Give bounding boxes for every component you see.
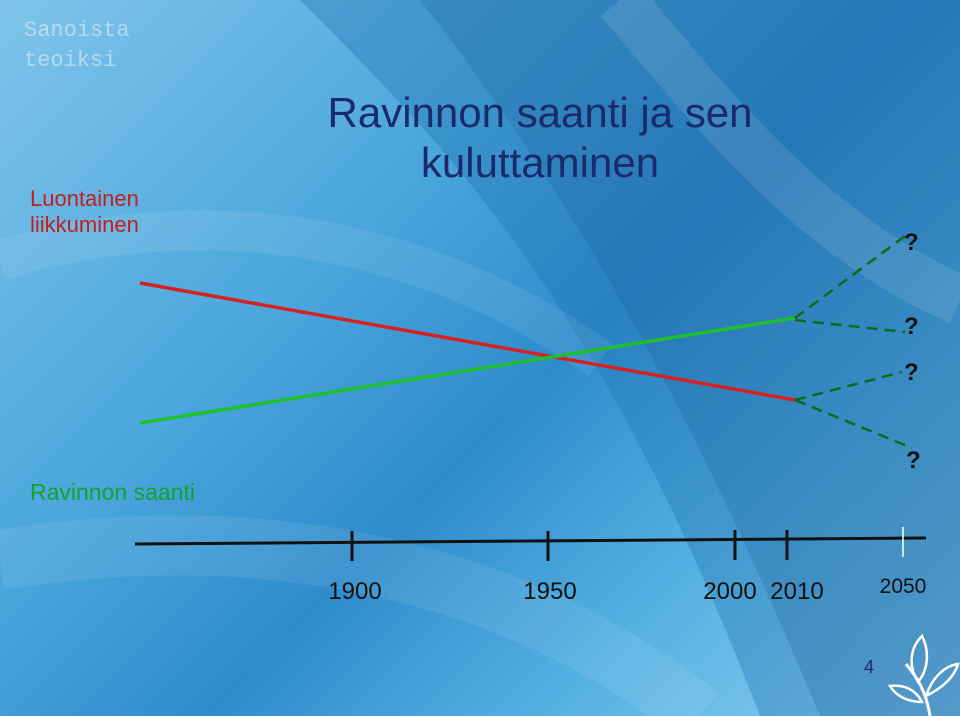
logo-line-2: teoiksi [24, 48, 117, 73]
tick-label-1900: 1900 [328, 578, 381, 605]
timeline-axis [134, 536, 927, 546]
projection-marker-1: ? [904, 229, 919, 256]
logo-line-1: Sanoista [24, 18, 130, 43]
title-line-2: kuluttaminen [420, 139, 660, 186]
projection-marker-4: ? [906, 447, 921, 474]
green-series-label: Ravinnon saanti [30, 479, 195, 505]
projection-marker-3: ? [904, 359, 919, 386]
red-label-line-1: Luontainen [30, 186, 139, 211]
red-series-label: Luontainen liikkuminen [30, 186, 139, 238]
red-trend-line [139, 281, 796, 402]
tick-label-2050: 2050 [880, 575, 927, 598]
logo-watermark: Sanoista teoiksi [24, 16, 130, 76]
dashed-projection-1 [794, 234, 906, 320]
tick-label-1950: 1950 [523, 578, 576, 605]
green-trend-line [139, 316, 796, 425]
slide-title: Ravinnon saanti ja sen kuluttaminen [280, 88, 800, 188]
projection-marker-2: ? [904, 313, 919, 340]
tick-label-2010: 2010 [770, 578, 823, 605]
dashed-projection-3 [794, 370, 903, 402]
page-number: 4 [864, 657, 875, 677]
title-line-1: Ravinnon saanti ja sen [327, 89, 753, 136]
leaf-ornament-icon [887, 633, 960, 716]
dashed-projection-4 [794, 398, 913, 450]
red-label-line-2: liikkuminen [30, 212, 139, 237]
tick-label-2000: 2000 [703, 578, 756, 605]
dashed-projection-2 [794, 318, 906, 334]
